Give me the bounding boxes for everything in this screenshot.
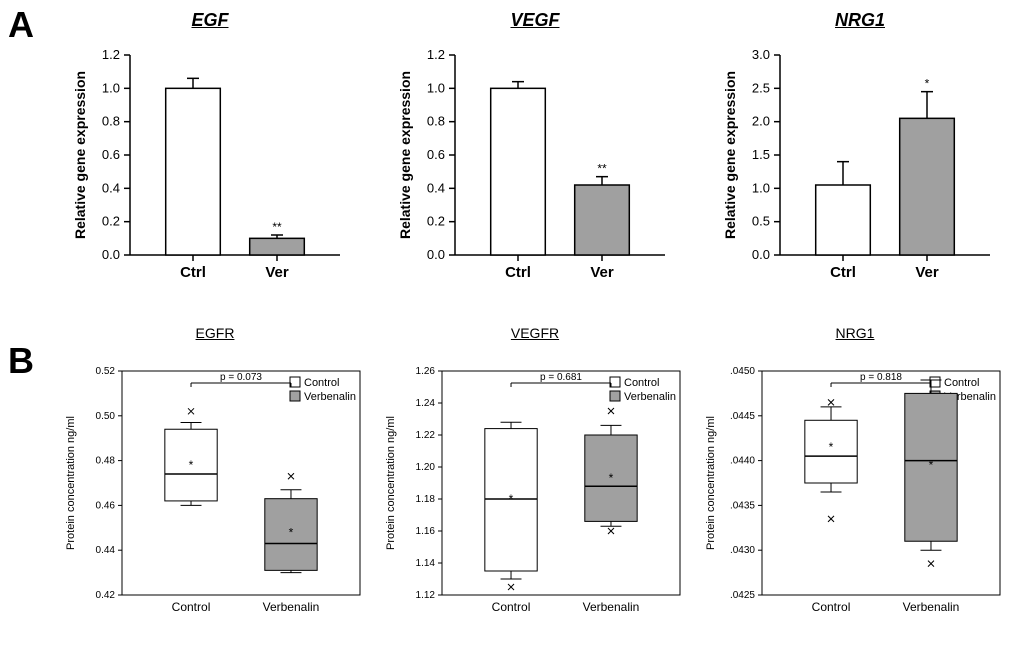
chart-title: EGFR bbox=[60, 325, 370, 341]
svg-text:1.26: 1.26 bbox=[416, 366, 436, 377]
svg-text:*: * bbox=[509, 492, 514, 506]
svg-text:0.4: 0.4 bbox=[427, 180, 445, 195]
svg-text:*: * bbox=[829, 440, 834, 454]
svg-text:Verbenalin: Verbenalin bbox=[624, 391, 676, 403]
legend: Control Verbenalin bbox=[604, 375, 678, 405]
svg-text:p = 0.073: p = 0.073 bbox=[220, 372, 262, 383]
svg-text:Ver: Ver bbox=[265, 264, 289, 281]
svg-text:Verbenalin: Verbenalin bbox=[304, 391, 356, 403]
svg-text:p = 0.818: p = 0.818 bbox=[860, 372, 902, 383]
svg-text:Ver: Ver bbox=[590, 264, 614, 281]
svg-text:0.8: 0.8 bbox=[427, 114, 445, 129]
svg-text:.0430: .0430 bbox=[730, 545, 755, 556]
svg-text:Control: Control bbox=[172, 600, 211, 614]
bar-chart: EGF 0.0 0.2 0.4 0.6 0.8 1.0 1.2 Relative gene ex… bbox=[60, 10, 360, 295]
svg-text:Protein concentration ng/ml: Protein concentration ng/ml bbox=[385, 416, 397, 550]
svg-text:**: ** bbox=[597, 162, 607, 176]
svg-text:*: * bbox=[289, 525, 294, 539]
svg-text:Ver: Ver bbox=[915, 264, 939, 281]
svg-text:Control: Control bbox=[944, 377, 979, 389]
svg-text:0.8: 0.8 bbox=[102, 114, 120, 129]
svg-text:**: ** bbox=[272, 220, 282, 234]
svg-text:0.48: 0.48 bbox=[96, 456, 116, 467]
box-chart: VEGFR 1.12 1.14 1.16 1.18 1.20 1.22 1.24 1.26 Pro… bbox=[380, 325, 690, 625]
svg-text:2.5: 2.5 bbox=[752, 80, 770, 95]
svg-text:Ctrl: Ctrl bbox=[830, 264, 856, 281]
chart-title: VEGF bbox=[385, 10, 685, 31]
box-chart: NRG1 .0425 .0430 .0435 .0440 .0445 .0450 Protei… bbox=[700, 325, 1010, 625]
svg-text:Relative gene expression: Relative gene expression bbox=[397, 71, 413, 239]
chart-title: NRG1 bbox=[710, 10, 1010, 31]
chart-title: VEGFR bbox=[380, 325, 690, 341]
svg-text:0.2: 0.2 bbox=[102, 214, 120, 229]
svg-text:1.0: 1.0 bbox=[752, 180, 770, 195]
svg-text:0.52: 0.52 bbox=[96, 366, 116, 377]
svg-text:0.4: 0.4 bbox=[102, 180, 120, 195]
panel-b-label: B bbox=[8, 340, 34, 382]
svg-text:0.5: 0.5 bbox=[752, 214, 770, 229]
svg-text:Relative gene expression: Relative gene expression bbox=[722, 71, 738, 239]
svg-text:1.5: 1.5 bbox=[752, 147, 770, 162]
svg-text:Ctrl: Ctrl bbox=[505, 264, 531, 281]
svg-text:Protein concentration ng/ml: Protein concentration ng/ml bbox=[705, 416, 717, 550]
svg-text:0.44: 0.44 bbox=[96, 545, 116, 556]
legend: Control Verbenalin bbox=[284, 375, 358, 405]
svg-text:0.6: 0.6 bbox=[102, 147, 120, 162]
svg-text:0.0: 0.0 bbox=[752, 247, 770, 262]
svg-text:*: * bbox=[609, 471, 614, 485]
svg-text:1.16: 1.16 bbox=[416, 526, 436, 537]
svg-text:Verbenalin: Verbenalin bbox=[263, 600, 320, 614]
svg-text:.0450: .0450 bbox=[730, 366, 755, 377]
chart-title: NRG1 bbox=[700, 325, 1010, 341]
svg-text:Control: Control bbox=[492, 600, 531, 614]
svg-text:0.0: 0.0 bbox=[427, 247, 445, 262]
svg-text:.0435: .0435 bbox=[730, 500, 755, 511]
svg-text:1.12: 1.12 bbox=[416, 590, 436, 601]
panel-a-label: A bbox=[8, 4, 34, 46]
svg-text:1.14: 1.14 bbox=[416, 558, 436, 569]
svg-text:1.0: 1.0 bbox=[427, 80, 445, 95]
svg-text:0.2: 0.2 bbox=[427, 214, 445, 229]
svg-text:1.24: 1.24 bbox=[416, 398, 436, 409]
svg-text:.0445: .0445 bbox=[730, 411, 755, 422]
box-chart: EGFR 0.42 0.44 0.46 0.48 0.50 0.52 Protein conc… bbox=[60, 325, 370, 625]
svg-text:0.46: 0.46 bbox=[96, 500, 116, 511]
svg-text:Control: Control bbox=[812, 600, 851, 614]
svg-text:Protein concentration ng/ml: Protein concentration ng/ml bbox=[65, 416, 77, 550]
svg-text:Control: Control bbox=[624, 377, 659, 389]
svg-text:0.6: 0.6 bbox=[427, 147, 445, 162]
svg-text:Verbenalin: Verbenalin bbox=[583, 600, 640, 614]
svg-text:1.18: 1.18 bbox=[416, 494, 436, 505]
svg-text:Verbenalin: Verbenalin bbox=[903, 600, 960, 614]
svg-text:Control: Control bbox=[304, 377, 339, 389]
svg-text:1.2: 1.2 bbox=[427, 47, 445, 62]
svg-text:.0440: .0440 bbox=[730, 456, 755, 467]
svg-text:1.0: 1.0 bbox=[102, 80, 120, 95]
svg-text:1.2: 1.2 bbox=[102, 47, 120, 62]
svg-text:.0425: .0425 bbox=[730, 590, 755, 601]
svg-text:p = 0.681: p = 0.681 bbox=[540, 372, 582, 383]
svg-text:Relative gene expression: Relative gene expression bbox=[72, 71, 88, 239]
svg-text:0.0: 0.0 bbox=[102, 247, 120, 262]
svg-text:*: * bbox=[189, 458, 194, 472]
svg-text:*: * bbox=[925, 77, 930, 91]
svg-text:Ctrl: Ctrl bbox=[180, 264, 206, 281]
svg-text:0.42: 0.42 bbox=[96, 590, 116, 601]
bar-chart: NRG1 0.0 0.5 1.0 1.5 2.0 2.5 3.0 Relative gene e… bbox=[710, 10, 1010, 295]
chart-title: EGF bbox=[60, 10, 360, 31]
svg-text:1.20: 1.20 bbox=[416, 462, 436, 473]
svg-text:0.50: 0.50 bbox=[96, 411, 116, 422]
svg-text:3.0: 3.0 bbox=[752, 47, 770, 62]
bar-chart: VEGF 0.0 0.2 0.4 0.6 0.8 1.0 1.2 Relative gene e… bbox=[385, 10, 685, 295]
svg-text:2.0: 2.0 bbox=[752, 114, 770, 129]
svg-text:*: * bbox=[929, 458, 934, 472]
svg-text:1.22: 1.22 bbox=[416, 430, 436, 441]
